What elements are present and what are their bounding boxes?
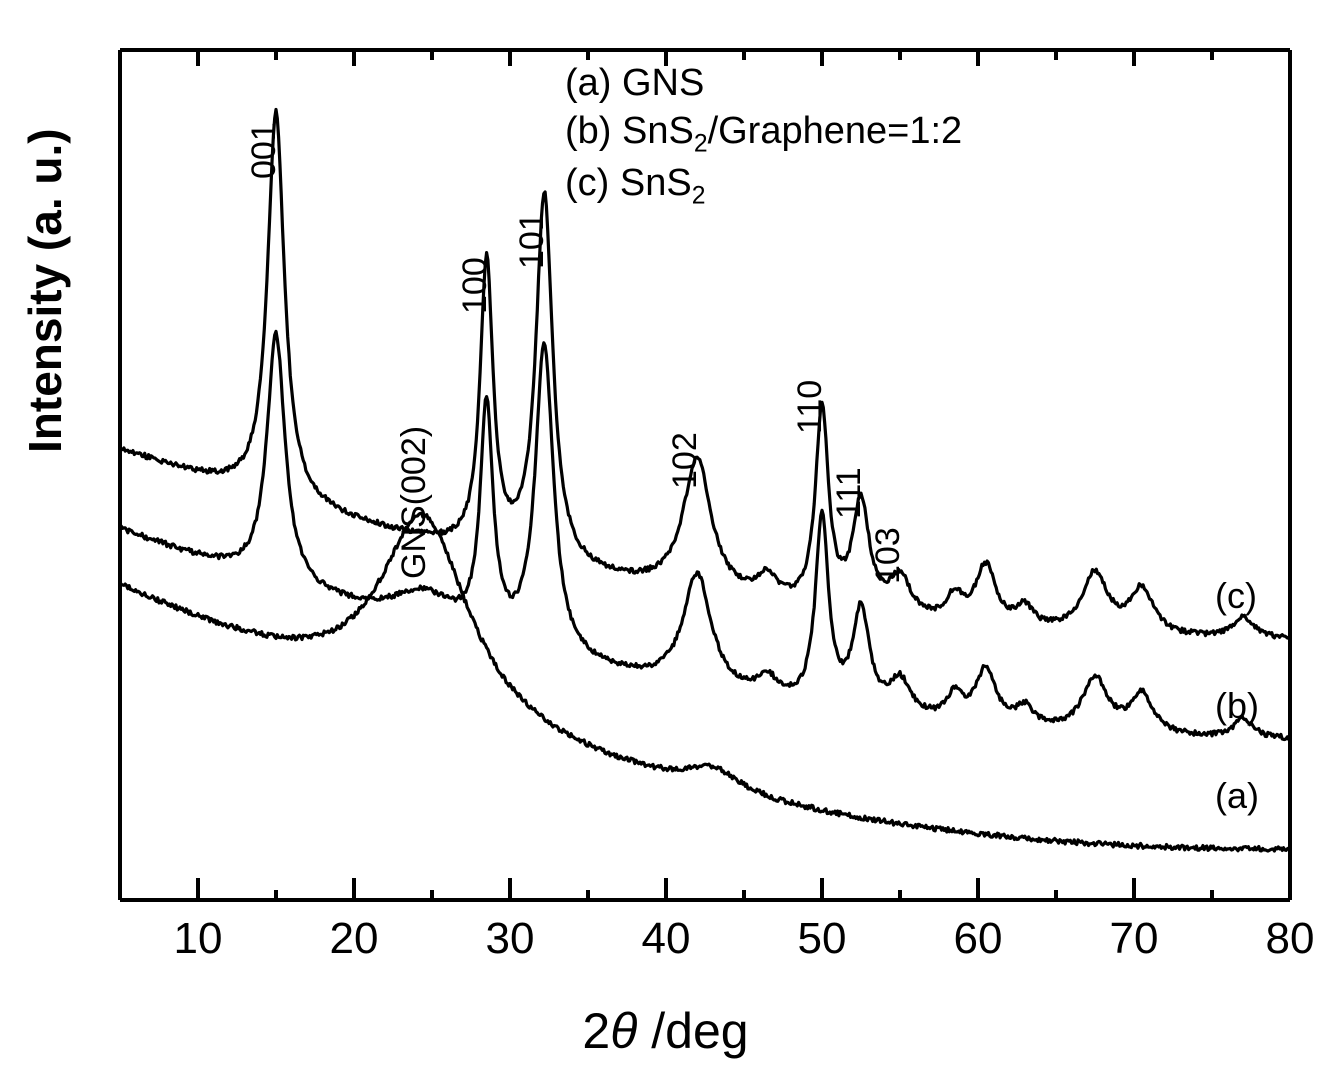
peak-label: 103 (869, 527, 908, 584)
curve-a (120, 513, 1290, 851)
series-label: (b) (1215, 685, 1259, 727)
x-tick: 40 (642, 914, 691, 964)
legend: (a) GNS(b) SnS2/Graphene=1:2(c) SnS2 (565, 60, 962, 212)
peak-label: 111 (830, 467, 869, 519)
legend-item: (a) GNS (565, 60, 962, 108)
x-tick: 50 (798, 914, 847, 964)
x-tick: 80 (1266, 914, 1315, 964)
series-label: (c) (1215, 575, 1257, 617)
series-label: (a) (1215, 775, 1259, 817)
peak-label: 101 (513, 212, 552, 269)
x-tick: 70 (1110, 914, 1159, 964)
xrd-chart: Intensity (a. u.) 2θ /deg (a) GNS(b) SnS… (0, 0, 1331, 1090)
x-tick: 30 (486, 914, 535, 964)
x-tick: 10 (174, 914, 223, 964)
peak-label: 110 (791, 380, 830, 434)
peak-label: 102 (666, 432, 705, 489)
curve-b (120, 331, 1290, 739)
peak-label: 100 (456, 257, 495, 314)
x-axis-label: 2θ /deg (582, 1002, 748, 1060)
x-tick: 60 (954, 914, 1003, 964)
peak-label: 001 (245, 122, 284, 179)
peak-label: GNS(002) (395, 426, 434, 579)
x-tick: 20 (330, 914, 379, 964)
y-axis-label: Intensity (a. u.) (18, 128, 72, 453)
legend-item: (c) SnS2 (565, 160, 962, 212)
legend-item: (b) SnS2/Graphene=1:2 (565, 108, 962, 160)
